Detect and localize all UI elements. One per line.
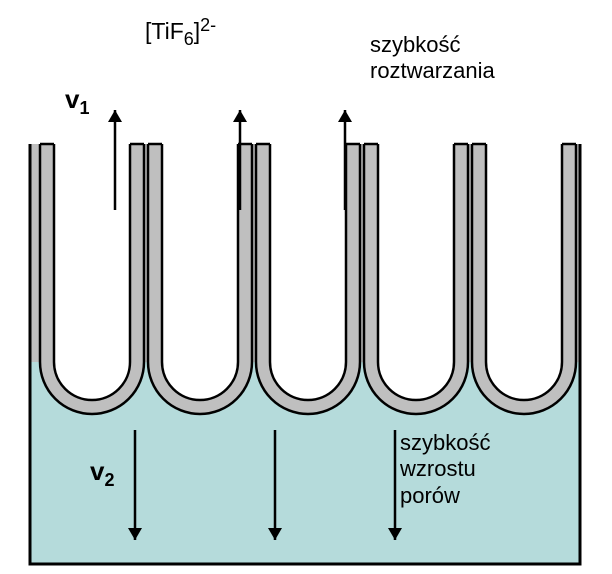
dissolution-rate-label: szybkość roztwarzania — [370, 32, 495, 85]
v1-label: v1 — [65, 84, 89, 115]
formula-label: [TiF6]2- — [145, 18, 216, 46]
diagram-stage: [TiF6]2- szybkość roztwarzania szybkość … — [0, 0, 612, 574]
top-label-line1: szybkość — [370, 32, 460, 57]
bot-label-line1: szybkość — [400, 430, 490, 455]
pore-growth-rate-label: szybkość wzrostu porów — [400, 430, 490, 509]
diagram-svg — [0, 0, 612, 574]
top-label-line2: roztwarzania — [370, 58, 495, 83]
v2-label: v2 — [90, 456, 114, 487]
bot-label-line3: porów — [400, 483, 460, 508]
bot-label-line2: wzrostu — [400, 456, 476, 481]
